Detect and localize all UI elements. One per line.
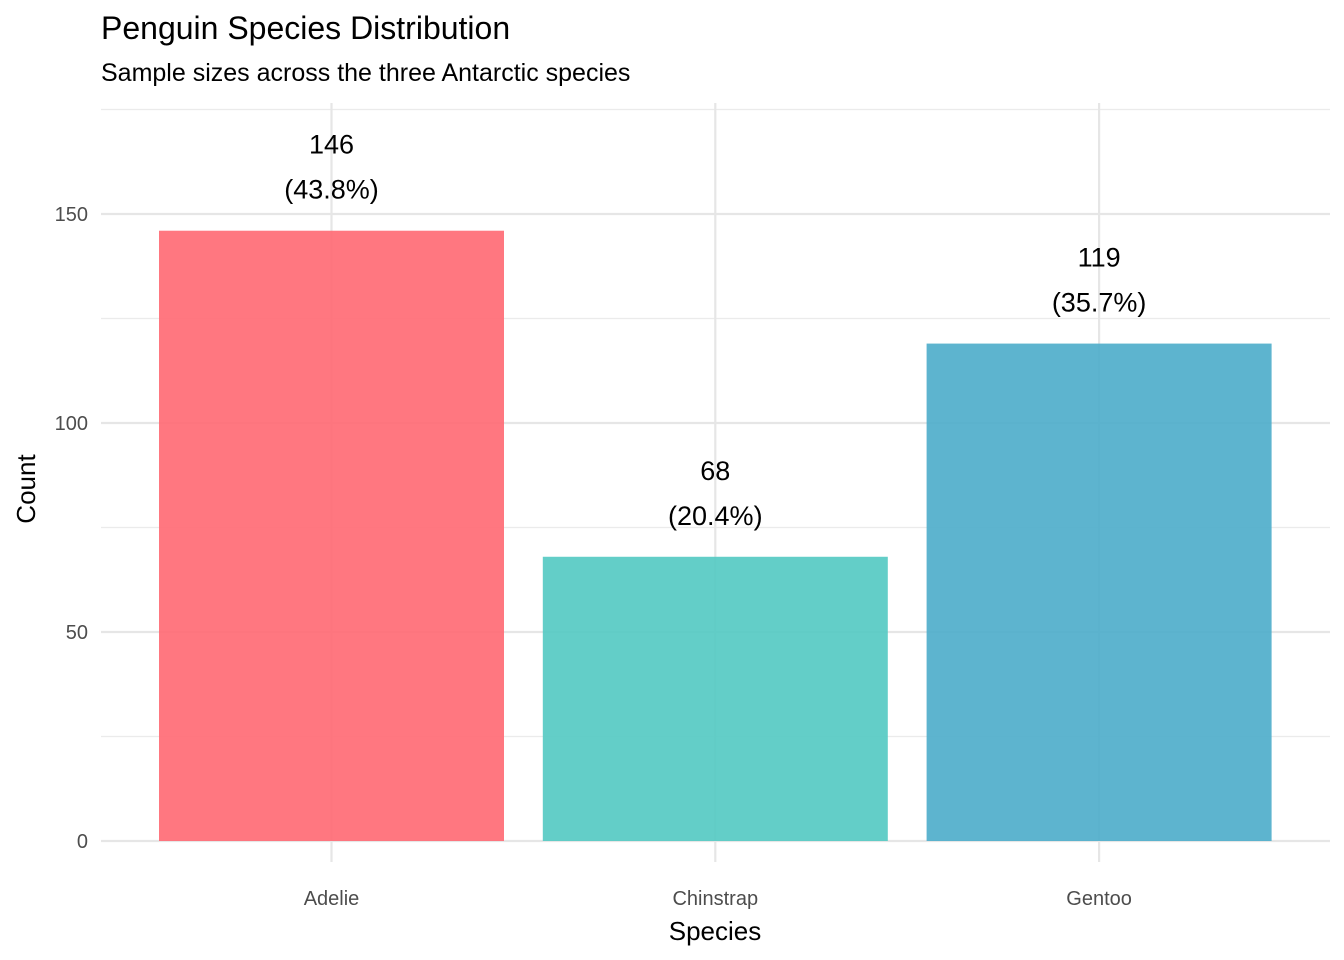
bar-percent-label: (43.8%) xyxy=(284,175,379,205)
y-axis-ticks: 0 50 100 150 xyxy=(55,204,88,853)
chart-subtitle: Sample sizes across the three Antarctic … xyxy=(101,59,631,87)
bar-value-label: 68 xyxy=(700,456,730,486)
x-tick-label: Chinstrap xyxy=(672,888,758,910)
y-axis-title: Count xyxy=(11,454,41,524)
x-axis-ticks: Adelie Chinstrap Gentoo xyxy=(304,888,1132,910)
x-tick-label: Gentoo xyxy=(1066,888,1132,910)
bar-percent-label: (35.7%) xyxy=(1052,288,1147,318)
x-tick-label: Adelie xyxy=(304,888,360,910)
bar-value-label: 119 xyxy=(1078,243,1121,273)
y-tick-label: 150 xyxy=(55,204,88,226)
bar-labels: 146 (43.8%) 68 (20.4%) 119 (35.7%) xyxy=(284,130,1146,531)
y-tick-label: 50 xyxy=(66,622,88,644)
bar-value-label: 146 xyxy=(309,130,354,160)
bars xyxy=(159,230,1272,842)
bar-chinstrap xyxy=(542,556,888,841)
x-axis-title: Species xyxy=(669,916,762,946)
bar-percent-label: (20.4%) xyxy=(668,501,763,531)
bar-adelie xyxy=(159,230,504,842)
y-tick-label: 100 xyxy=(55,413,88,435)
bar-gentoo xyxy=(926,343,1272,841)
chart-title: Penguin Species Distribution xyxy=(101,10,511,46)
y-tick-label: 0 xyxy=(77,831,88,853)
